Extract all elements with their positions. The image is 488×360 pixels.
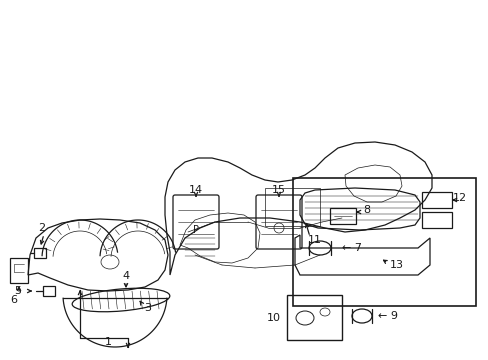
Text: 6: 6 — [10, 295, 18, 305]
Bar — [264, 188, 319, 226]
Bar — [43, 286, 55, 296]
Bar — [421, 212, 451, 228]
Bar — [286, 295, 341, 340]
Text: 1: 1 — [104, 337, 111, 347]
Text: 3: 3 — [144, 303, 151, 313]
Bar — [329, 208, 355, 224]
Text: 8: 8 — [363, 205, 370, 215]
Bar — [421, 192, 451, 208]
Text: ← 9: ← 9 — [377, 311, 397, 321]
Text: 4: 4 — [122, 271, 129, 281]
Text: 2: 2 — [39, 223, 45, 233]
Text: 15: 15 — [271, 185, 285, 195]
Text: 11: 11 — [307, 235, 321, 245]
Text: 14: 14 — [188, 185, 203, 195]
Text: 13: 13 — [389, 260, 403, 270]
Bar — [10, 258, 28, 283]
Bar — [292, 178, 475, 306]
Text: 5: 5 — [15, 286, 21, 296]
Text: 12: 12 — [452, 193, 466, 203]
Text: 10: 10 — [266, 313, 281, 323]
Text: P: P — [193, 225, 199, 235]
Text: ← 7: ← 7 — [341, 243, 361, 253]
Bar — [34, 248, 46, 258]
